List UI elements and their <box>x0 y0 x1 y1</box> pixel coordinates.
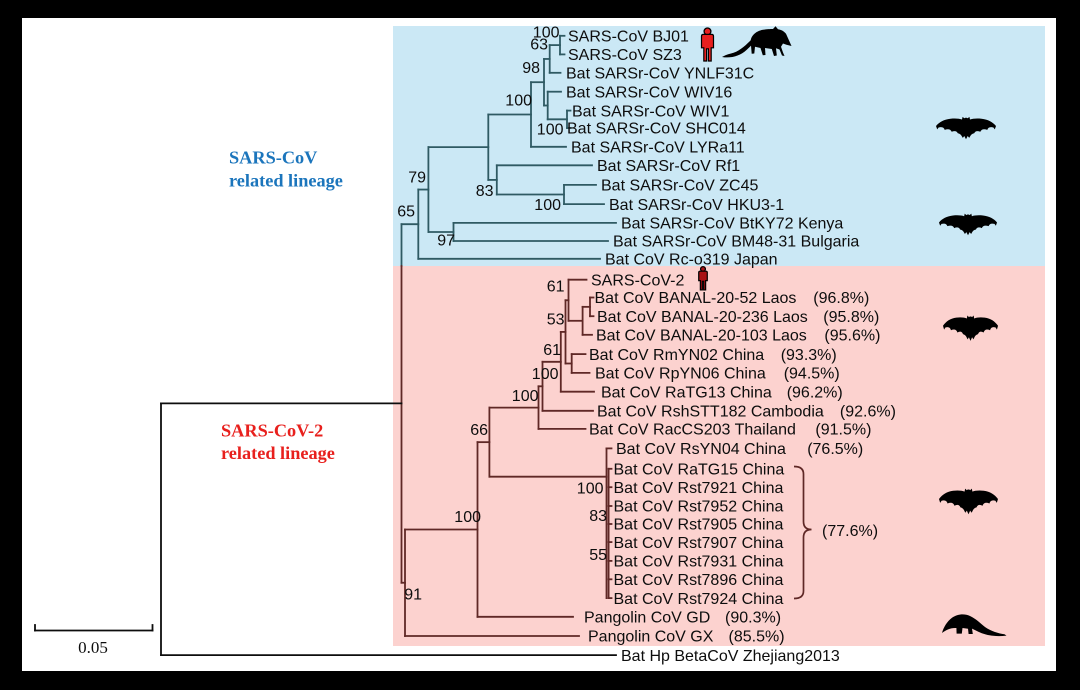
svg-text:Bat CoV RaTG13 China: Bat CoV RaTG13 China <box>601 384 772 401</box>
svg-text:Bat SARSr-CoV YNLF31C: Bat SARSr-CoV YNLF31C <box>566 66 754 83</box>
svg-text:61: 61 <box>543 342 561 359</box>
svg-text:(94.5%): (94.5%) <box>784 366 840 383</box>
svg-text:100: 100 <box>533 24 560 41</box>
svg-text:Bat SARSr-CoV ZC45: Bat SARSr-CoV ZC45 <box>601 178 758 195</box>
svg-text:83: 83 <box>476 183 494 200</box>
svg-text:Bat SARSr-CoV Rf1: Bat SARSr-CoV Rf1 <box>597 158 740 175</box>
svg-text:Bat SARSr-CoV SHC014: Bat SARSr-CoV SHC014 <box>567 121 746 138</box>
svg-text:Bat CoV BANAL-20-236 Laos: Bat CoV BANAL-20-236 Laos <box>597 309 808 326</box>
svg-text:(92.6%): (92.6%) <box>840 404 896 421</box>
svg-text:Bat SARSr-CoV BM48-31 Bulgaria: Bat SARSr-CoV BM48-31 Bulgaria <box>613 234 859 251</box>
svg-text:66: 66 <box>470 422 488 439</box>
svg-text:SARS-CoV SZ3: SARS-CoV SZ3 <box>568 47 682 64</box>
svg-text:Bat CoV RshSTT182 Cambodia: Bat CoV RshSTT182 Cambodia <box>597 404 824 421</box>
svg-text:Bat CoV Rst7952 China: Bat CoV Rst7952 China <box>614 499 784 516</box>
svg-text:83: 83 <box>589 508 607 525</box>
svg-text:(76.5%): (76.5%) <box>807 441 863 458</box>
svg-text:Bat CoV BANAL-20-103 Laos: Bat CoV BANAL-20-103 Laos <box>596 328 807 345</box>
svg-text:55: 55 <box>589 547 607 564</box>
svg-text:98: 98 <box>522 60 540 77</box>
svg-text:100: 100 <box>537 121 564 138</box>
svg-text:(96.2%): (96.2%) <box>787 384 843 401</box>
svg-text:79: 79 <box>408 169 426 186</box>
svg-text:0.05: 0.05 <box>78 638 108 657</box>
svg-text:63: 63 <box>530 36 548 53</box>
svg-text:Bat CoV Rst7907 China: Bat CoV Rst7907 China <box>614 535 784 552</box>
svg-text:Bat SARSr-CoV BtKY72 Kenya: Bat SARSr-CoV BtKY72 Kenya <box>621 216 843 233</box>
svg-text:65: 65 <box>397 203 415 220</box>
svg-text:100: 100 <box>577 480 604 497</box>
svg-text:Bat CoV Rst7931 China: Bat CoV Rst7931 China <box>614 554 784 571</box>
svg-text:(90.3%): (90.3%) <box>725 610 781 627</box>
svg-text:Bat SARSr-CoV HKU3-1: Bat SARSr-CoV HKU3-1 <box>609 197 784 214</box>
svg-text:91: 91 <box>404 586 422 603</box>
svg-text:SARS-CoV: SARS-CoV <box>229 148 317 168</box>
svg-text:Bat Hp BetaCoV Zhejiang2013: Bat Hp BetaCoV Zhejiang2013 <box>621 648 840 665</box>
svg-text:Bat CoV RaTG15 China: Bat CoV RaTG15 China <box>614 462 785 479</box>
svg-text:61: 61 <box>547 278 565 295</box>
svg-text:53: 53 <box>547 311 565 328</box>
svg-text:100: 100 <box>505 92 532 109</box>
svg-text:(85.5%): (85.5%) <box>729 629 785 646</box>
svg-text:100: 100 <box>512 388 539 405</box>
svg-text:97: 97 <box>437 232 455 249</box>
svg-text:Bat CoV RsYN04 China: Bat CoV RsYN04 China <box>616 441 786 458</box>
svg-text:related lineage: related lineage <box>229 171 343 191</box>
svg-text:(96.8%): (96.8%) <box>813 290 869 307</box>
svg-text:Bat CoV Rst7921 China: Bat CoV Rst7921 China <box>614 480 784 497</box>
svg-text:100: 100 <box>532 366 559 383</box>
svg-text:SARS-CoV-2: SARS-CoV-2 <box>221 421 323 441</box>
svg-text:Bat CoV RmYN02 China: Bat CoV RmYN02 China <box>589 347 764 364</box>
svg-text:(95.6%): (95.6%) <box>824 328 880 345</box>
svg-text:SARS-CoV BJ01: SARS-CoV BJ01 <box>568 29 689 46</box>
svg-text:(77.6%): (77.6%) <box>822 523 878 540</box>
svg-text:Bat CoV Rst7924 China: Bat CoV Rst7924 China <box>614 591 784 608</box>
svg-text:Bat SARSr-CoV WIV1: Bat SARSr-CoV WIV1 <box>572 103 729 120</box>
svg-text:Bat SARSr-CoV LYRa11: Bat SARSr-CoV LYRa11 <box>571 140 745 157</box>
svg-text:Bat CoV Rst7905 China: Bat CoV Rst7905 China <box>614 517 784 534</box>
svg-text:Pangolin CoV GX: Pangolin CoV GX <box>588 629 714 646</box>
svg-text:(95.8%): (95.8%) <box>823 309 879 326</box>
svg-text:Pangolin CoV GD: Pangolin CoV GD <box>584 610 710 627</box>
svg-text:100: 100 <box>534 197 561 214</box>
svg-text:SARS-CoV-2: SARS-CoV-2 <box>591 272 684 289</box>
svg-text:Bat CoV RacCS203 Thailand: Bat CoV RacCS203 Thailand <box>589 422 796 439</box>
svg-text:Bat CoV BANAL-20-52 Laos: Bat CoV BANAL-20-52 Laos <box>595 290 797 307</box>
svg-text:(91.5%): (91.5%) <box>815 422 871 439</box>
svg-text:Bat SARSr-CoV WIV16: Bat SARSr-CoV WIV16 <box>566 84 732 101</box>
svg-text:100: 100 <box>454 509 481 526</box>
svg-text:(93.3%): (93.3%) <box>781 347 837 364</box>
svg-text:Bat CoV Rst7896 China: Bat CoV Rst7896 China <box>614 572 784 589</box>
svg-text:Bat CoV RpYN06 China: Bat CoV RpYN06 China <box>595 366 766 383</box>
svg-text:related lineage: related lineage <box>221 443 335 463</box>
svg-text:Bat CoV Rc-o319 Japan: Bat CoV Rc-o319 Japan <box>605 252 778 269</box>
